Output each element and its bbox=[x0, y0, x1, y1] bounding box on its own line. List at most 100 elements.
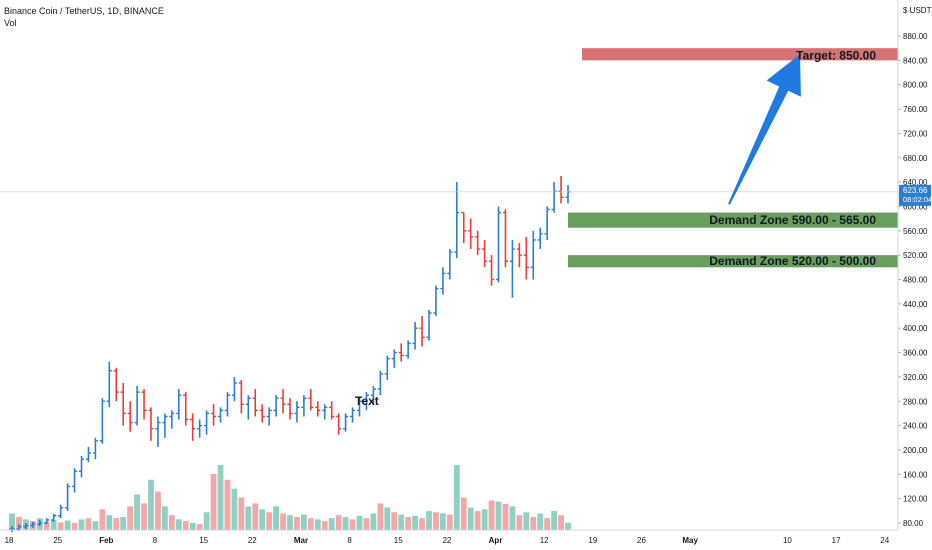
volume-bar bbox=[43, 521, 50, 530]
volume-bar bbox=[189, 522, 196, 530]
ohlc-bar bbox=[370, 386, 376, 405]
volume-bar bbox=[370, 513, 377, 530]
volume-bar bbox=[78, 519, 85, 530]
volume-bar bbox=[453, 465, 460, 530]
ohlc-bar bbox=[169, 410, 175, 429]
volume-bar bbox=[294, 517, 300, 530]
volume-bar bbox=[99, 509, 106, 530]
ohlc-bar bbox=[141, 389, 147, 420]
price-tick-label: 400.00 bbox=[903, 324, 928, 333]
volume-bar bbox=[488, 500, 495, 530]
ohlc-bar bbox=[377, 370, 383, 396]
ohlc-bar bbox=[294, 401, 300, 423]
chart-legend: Binance Coin / TetherUS, 1D, BINANCE Vol bbox=[4, 5, 164, 29]
time-tick-label: 17 bbox=[832, 536, 841, 545]
ohlc-bar bbox=[259, 404, 265, 423]
ohlc-bar bbox=[461, 211, 467, 243]
ohlc-bar bbox=[44, 518, 50, 525]
ohlc-bar bbox=[127, 401, 133, 432]
ohlc-bar bbox=[51, 513, 57, 522]
ohlc-bar bbox=[475, 230, 481, 256]
ohlc-bar bbox=[252, 389, 258, 417]
time-tick-label: 22 bbox=[248, 536, 257, 545]
ohlc-bar bbox=[433, 285, 439, 317]
volume-bar bbox=[238, 497, 245, 530]
price-axis[interactable]: $ USDT 880.00 840.00 800.00 760.00 720.00 680.… bbox=[897, 0, 932, 530]
time-tick-label: 8 bbox=[347, 536, 352, 545]
ohlc-bar bbox=[454, 182, 460, 259]
volume-bar bbox=[321, 521, 328, 530]
volume-bar bbox=[551, 511, 557, 530]
ohlc-bar bbox=[162, 413, 168, 438]
time-tick-label: 26 bbox=[637, 536, 646, 545]
demand-zone-2 bbox=[568, 255, 898, 268]
ohlc-bar bbox=[78, 456, 85, 478]
time-axis[interactable]: 18 25 Feb 8 15 22 Mar 8 15 22 Apr 12 19 26 May 10 17 24 bbox=[0, 529, 898, 545]
ohlc-bar bbox=[85, 446, 92, 463]
time-tick-label: Apr bbox=[489, 536, 503, 545]
demand-zone-upper-label: Demand Zone 590.00 - 565.00 bbox=[709, 213, 876, 227]
ohlc-bar bbox=[488, 255, 495, 286]
price-tick-label: 280.00 bbox=[903, 397, 928, 406]
volume-bar bbox=[391, 512, 398, 530]
price-tick-label: 680.00 bbox=[903, 154, 928, 163]
ohlc-bar bbox=[405, 340, 411, 359]
price-tick-label: 120.00 bbox=[903, 495, 928, 504]
price-tick-label: 720.00 bbox=[903, 129, 928, 138]
price-tick-label: 760.00 bbox=[903, 105, 928, 114]
volume-bar bbox=[92, 521, 99, 530]
volume-bar bbox=[537, 513, 544, 530]
demand-zone-1 bbox=[568, 212, 898, 228]
volume-bar bbox=[71, 522, 78, 530]
ohlc-bar bbox=[537, 227, 543, 250]
price-tick-label: 840.00 bbox=[903, 56, 928, 65]
volume-bar bbox=[335, 515, 342, 530]
price-tick-label: 80.00 bbox=[903, 519, 924, 528]
volume-bar bbox=[377, 503, 384, 530]
ohlc-bar bbox=[391, 349, 397, 368]
ohlc-bar bbox=[398, 343, 404, 362]
price-tick-label: 880.00 bbox=[903, 32, 928, 41]
price-tick-label: 320.00 bbox=[903, 373, 928, 382]
ohlc-layer bbox=[9, 176, 571, 533]
volume-bar bbox=[64, 520, 71, 530]
ohlc-bar bbox=[245, 395, 251, 420]
time-tick-label: 8 bbox=[153, 536, 158, 545]
volume-bar bbox=[405, 517, 412, 530]
price-tick-label: 200.00 bbox=[903, 446, 928, 455]
price-tick-label: 560.00 bbox=[903, 227, 928, 236]
volume-layer bbox=[9, 465, 571, 530]
arrow-shape bbox=[728, 54, 801, 205]
time-tick-label: Feb bbox=[99, 536, 113, 545]
volume-bar bbox=[203, 512, 210, 530]
volume-bar bbox=[224, 479, 231, 530]
projection-arrow[interactable] bbox=[728, 54, 801, 205]
ohlc-bar bbox=[551, 182, 557, 213]
price-tick-label: 360.00 bbox=[903, 349, 928, 358]
volume-bar bbox=[509, 506, 516, 530]
time-tick-label: 24 bbox=[880, 536, 889, 545]
time-tick-label: Mar bbox=[294, 536, 308, 545]
price-tick-label: 800.00 bbox=[903, 81, 928, 90]
volume-bar bbox=[266, 512, 273, 530]
price-tick-label: 440.00 bbox=[903, 300, 928, 309]
ohlc-bar bbox=[447, 249, 453, 280]
ohlc-bar bbox=[336, 413, 342, 435]
ohlc-bar bbox=[322, 404, 328, 420]
ohlc-bar bbox=[197, 419, 203, 438]
price-tick-label: 160.00 bbox=[903, 470, 928, 479]
ohlc-bar bbox=[190, 413, 196, 441]
time-tick-label: May bbox=[682, 536, 698, 545]
ohlc-bar bbox=[176, 389, 182, 420]
volume-bar bbox=[16, 517, 22, 530]
volume-bar bbox=[307, 518, 314, 530]
ohlc-bar bbox=[565, 185, 571, 204]
ohlc-bar bbox=[343, 413, 349, 432]
ohlc-bar bbox=[99, 398, 105, 444]
volume-bar bbox=[259, 509, 266, 530]
ohlc-bar bbox=[287, 398, 293, 420]
volume-bar bbox=[168, 515, 175, 530]
ohlc-bar bbox=[217, 407, 224, 423]
ohlc-bar bbox=[183, 392, 189, 426]
